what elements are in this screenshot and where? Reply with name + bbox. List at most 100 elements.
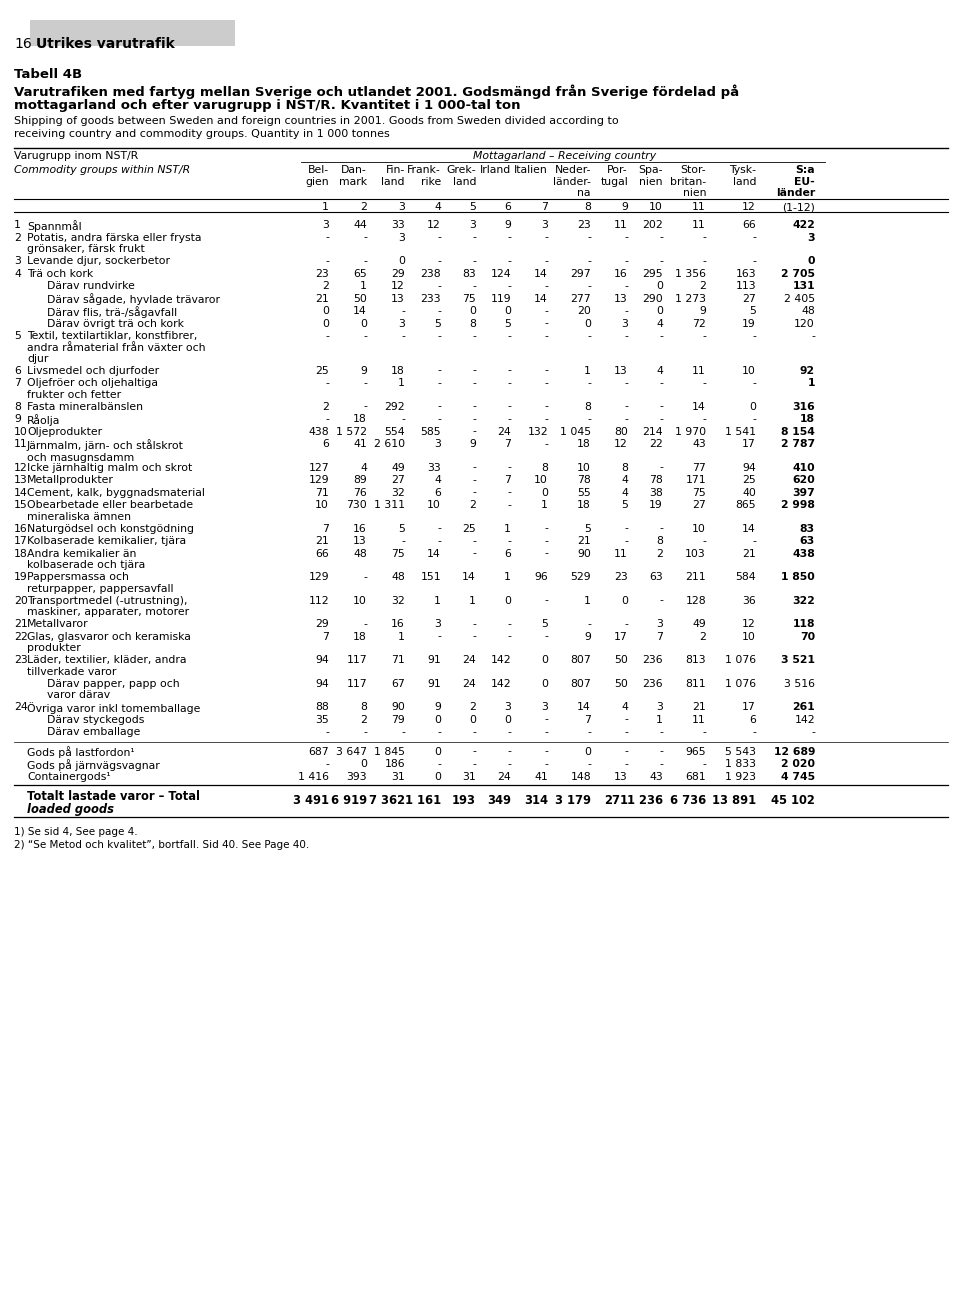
Text: 620: 620 [792, 475, 815, 485]
Text: 349: 349 [487, 794, 511, 806]
Text: 4: 4 [434, 475, 441, 485]
Text: Stor-
britan-
nien: Stor- britan- nien [670, 164, 706, 199]
Text: 21: 21 [692, 702, 706, 711]
Text: 29: 29 [315, 619, 329, 629]
Text: -: - [624, 377, 628, 388]
Text: 410: 410 [792, 463, 815, 472]
Text: Oljefröer och oljehaltiga
frukter och fetter: Oljefröer och oljehaltiga frukter och fe… [27, 377, 158, 400]
Text: -: - [624, 759, 628, 769]
Text: 148: 148 [570, 772, 591, 781]
Text: -: - [507, 281, 511, 291]
Text: -: - [437, 727, 441, 736]
Text: -: - [544, 727, 548, 736]
Text: 297: 297 [570, 268, 591, 279]
Text: 21: 21 [14, 619, 28, 629]
Text: Gods på järnvägsvagnar: Gods på järnvägsvagnar [27, 759, 159, 771]
Text: 5: 5 [398, 523, 405, 534]
Text: -: - [588, 331, 591, 341]
Text: -: - [401, 727, 405, 736]
Text: -: - [702, 759, 706, 769]
Text: 90: 90 [577, 548, 591, 559]
Text: 295: 295 [642, 268, 663, 279]
Text: 3: 3 [504, 702, 511, 711]
Text: Utrikes varutrafik: Utrikes varutrafik [36, 37, 175, 51]
Text: 113: 113 [735, 281, 756, 291]
Text: 211: 211 [685, 572, 706, 583]
Text: 292: 292 [384, 401, 405, 412]
Text: Commodity groups within NST/R: Commodity groups within NST/R [14, 164, 190, 175]
Text: 1: 1 [360, 281, 367, 291]
Text: 38: 38 [649, 488, 663, 497]
Text: 171: 171 [685, 475, 706, 485]
Text: -: - [660, 727, 663, 736]
Text: 1 845: 1 845 [374, 747, 405, 756]
Text: 6: 6 [323, 439, 329, 448]
Text: 11: 11 [692, 220, 706, 230]
Text: 7: 7 [323, 631, 329, 642]
Text: 0: 0 [434, 747, 441, 756]
Text: 3 516: 3 516 [784, 679, 815, 689]
Text: -: - [660, 596, 663, 605]
Text: 0: 0 [469, 306, 476, 316]
Text: -: - [752, 414, 756, 423]
Text: 6: 6 [434, 488, 441, 497]
Text: 236: 236 [642, 655, 663, 665]
Text: 13: 13 [353, 537, 367, 546]
Text: 118: 118 [793, 619, 815, 629]
Text: -: - [472, 414, 476, 423]
Text: -: - [507, 631, 511, 642]
Text: 0: 0 [621, 596, 628, 605]
Text: 14: 14 [577, 702, 591, 711]
Text: 15: 15 [14, 500, 28, 510]
Text: -: - [624, 414, 628, 423]
Text: 3: 3 [398, 203, 405, 212]
Text: 63: 63 [800, 537, 815, 546]
Text: 1 572: 1 572 [336, 426, 367, 437]
Text: 63: 63 [649, 572, 663, 583]
Text: 2) “Se Metod och kvalitet”, bortfall. Sid 40. See Page 40.: 2) “Se Metod och kvalitet”, bortfall. Si… [14, 840, 309, 849]
Text: 120: 120 [794, 318, 815, 329]
Text: 8: 8 [541, 463, 548, 472]
Text: 83: 83 [800, 523, 815, 534]
Text: 19: 19 [14, 572, 28, 583]
Text: Därav styckegods: Därav styckegods [47, 714, 144, 725]
Text: 75: 75 [692, 488, 706, 497]
Text: 1 161: 1 161 [405, 794, 441, 806]
Text: -: - [325, 414, 329, 423]
Text: 8: 8 [360, 702, 367, 711]
Text: 22: 22 [14, 631, 28, 642]
Text: Frank-
rike: Frank- rike [407, 164, 441, 187]
Text: 2: 2 [656, 548, 663, 559]
Text: 78: 78 [649, 475, 663, 485]
Text: 0: 0 [504, 306, 511, 316]
Text: 5: 5 [621, 500, 628, 510]
Text: 1 970: 1 970 [675, 426, 706, 437]
Text: 6: 6 [14, 366, 21, 376]
Text: -: - [437, 537, 441, 546]
Text: -: - [544, 256, 548, 266]
Text: 7: 7 [541, 203, 548, 212]
Text: 2: 2 [360, 203, 367, 212]
Text: 7: 7 [584, 714, 591, 725]
Text: -: - [507, 233, 511, 242]
Text: 1: 1 [584, 596, 591, 605]
Text: -: - [544, 401, 548, 412]
Text: -: - [624, 256, 628, 266]
Text: -: - [544, 439, 548, 448]
Text: 117: 117 [347, 655, 367, 665]
Text: 0: 0 [807, 256, 815, 266]
Text: 1 311: 1 311 [374, 500, 405, 510]
Text: -: - [472, 747, 476, 756]
Text: 5: 5 [749, 306, 756, 316]
Text: 438: 438 [792, 548, 815, 559]
Text: 10: 10 [315, 500, 329, 510]
Text: 1 923: 1 923 [725, 772, 756, 781]
Text: 4 745: 4 745 [780, 772, 815, 781]
Text: Grek-
land: Grek- land [446, 164, 476, 187]
Text: 5: 5 [504, 318, 511, 329]
Text: 18: 18 [800, 414, 815, 423]
Text: -: - [624, 331, 628, 341]
Text: -: - [507, 377, 511, 388]
Text: 142: 142 [794, 714, 815, 725]
Text: 687: 687 [308, 747, 329, 756]
